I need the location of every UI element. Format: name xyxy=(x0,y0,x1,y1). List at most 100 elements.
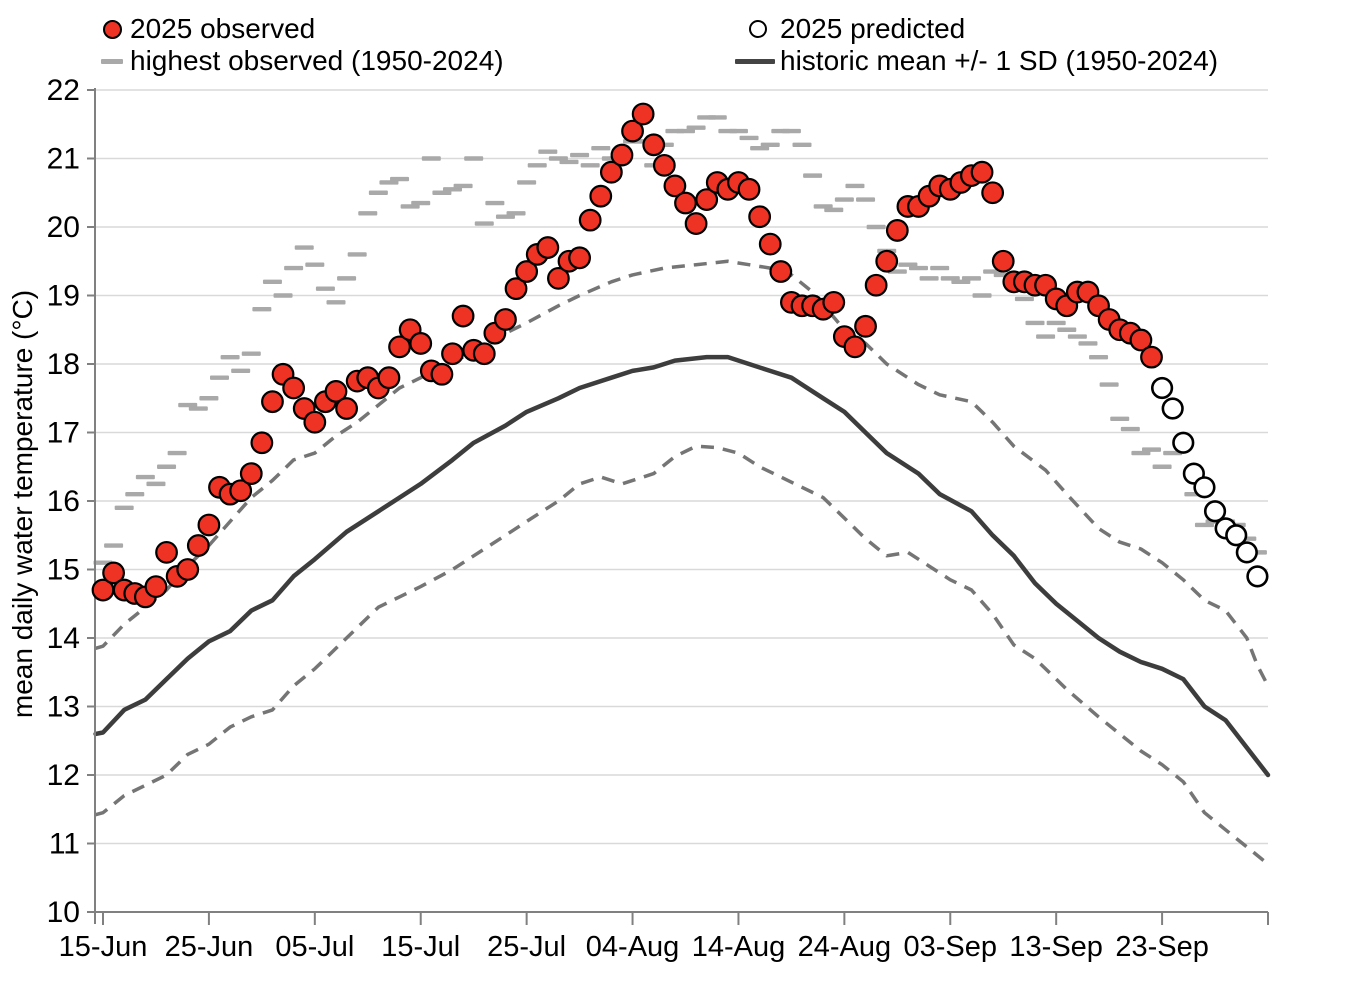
y-axis-title: mean daily water temperature (°C) xyxy=(7,289,38,719)
highest-observed-dash xyxy=(326,300,346,305)
x-tick-label: 14-Aug xyxy=(692,931,786,963)
highest-observed-dash xyxy=(1142,447,1161,452)
highest-observed-dash xyxy=(676,128,695,134)
observed-point xyxy=(642,133,666,157)
highest-observed-dash xyxy=(241,351,261,356)
observed-point xyxy=(748,205,772,229)
highest-observed-dash xyxy=(125,491,145,497)
highest-observed-dash xyxy=(210,375,229,380)
observed-point xyxy=(981,181,1005,205)
predicted-point xyxy=(1172,431,1195,454)
highest-observed-dash xyxy=(400,204,420,209)
y-tick-label: 13 xyxy=(47,691,80,724)
x-tick-label: 15-Jun xyxy=(59,931,148,963)
highest-observed-dash xyxy=(972,293,992,298)
observed-point xyxy=(652,153,676,177)
highest-observed-dash xyxy=(104,543,124,548)
highest-observed-dash xyxy=(411,200,431,206)
highest-observed-dash xyxy=(337,276,357,281)
highest-observed-dash xyxy=(1089,354,1109,360)
predicted-point xyxy=(1203,500,1227,523)
highest-observed-dash xyxy=(114,505,134,511)
y-tick-label: 20 xyxy=(47,211,80,244)
highest-observed-dash xyxy=(379,180,399,185)
highest-observed-dash xyxy=(1110,416,1130,421)
highest-observed-dash xyxy=(1120,426,1140,432)
highest-observed-dash xyxy=(157,464,177,469)
highest-observed-dash xyxy=(813,204,833,209)
observed-point xyxy=(250,431,274,455)
legend-item-highest: highest observed (1950-2024) xyxy=(94,45,504,77)
predicted-point xyxy=(1246,565,1269,588)
observed-point xyxy=(578,208,602,232)
observed-point xyxy=(1129,328,1153,352)
highest-observed-dash xyxy=(909,265,928,271)
highest-observed-dash xyxy=(432,190,452,195)
highest-observed-dash xyxy=(824,207,844,213)
observed-point xyxy=(864,273,888,297)
highest-observed-dash xyxy=(135,474,155,480)
observed-point xyxy=(197,513,221,537)
highest-observed-dash xyxy=(368,190,388,195)
highest-observed-dash xyxy=(1078,341,1098,346)
observed-point xyxy=(663,174,687,198)
observed-point xyxy=(504,277,528,301)
observed-point xyxy=(515,260,539,283)
x-tick-label: 25-Jul xyxy=(487,931,566,963)
y-tick-label: 16 xyxy=(47,485,80,518)
highest-observed-dash xyxy=(347,252,367,257)
legend-item-observed: 2025 observed xyxy=(94,13,315,45)
highest-observed-dash xyxy=(760,142,780,147)
y-tick-label: 22 xyxy=(47,74,80,107)
predicted-point xyxy=(1235,541,1258,564)
x-tick-label: 04-Aug xyxy=(586,931,680,963)
highest-observed-dash xyxy=(495,214,515,219)
highest-observed-dash xyxy=(294,245,314,250)
x-tick-label: 25-Jun xyxy=(165,931,254,963)
observed-point xyxy=(737,177,761,201)
observed-point xyxy=(843,335,867,359)
legend-label-highest: highest observed (1950-2024) xyxy=(130,45,504,76)
observed-point xyxy=(186,534,210,557)
legend-item-predicted: 2025 predicted xyxy=(736,13,965,45)
highest-observed-dash xyxy=(252,307,272,312)
predicted-point xyxy=(1150,376,1174,400)
highest-observed-dash xyxy=(792,142,812,147)
highest-observed-dash xyxy=(1131,450,1151,456)
observed-point xyxy=(282,376,306,400)
highest-observed-dash xyxy=(728,128,748,134)
x-tick-label: 15-Jul xyxy=(381,931,460,963)
highest-observed-dash xyxy=(188,406,208,411)
highest-observed-dash xyxy=(1014,296,1034,302)
highest-observed-dash xyxy=(315,286,335,291)
historic-mean-line xyxy=(93,354,1271,778)
observed-point xyxy=(451,304,475,328)
highest-observed-dash xyxy=(866,224,886,230)
highest-observed-dash xyxy=(506,211,526,216)
highest-observed-dash xyxy=(474,221,494,226)
highest-observed-dash xyxy=(580,163,600,168)
observed-point xyxy=(261,390,284,414)
highest-observed-dash xyxy=(443,187,462,192)
highest-observed-dash xyxy=(1067,334,1087,339)
highest-observed-dash xyxy=(739,135,759,141)
predicted-point xyxy=(1161,397,1184,420)
y-tick-label: 15 xyxy=(47,554,80,587)
upper-sd-line xyxy=(95,259,1270,687)
highest-observed-dash xyxy=(517,180,537,185)
highest-observed-dash xyxy=(961,276,981,281)
open-circle-icon xyxy=(736,20,780,38)
observed-point xyxy=(536,236,560,259)
observed-point xyxy=(568,246,591,270)
highest-observed-dash xyxy=(464,156,484,161)
observed-point xyxy=(769,260,793,283)
highest-observed-dash xyxy=(1046,320,1066,326)
observed-point xyxy=(303,410,327,434)
legend-label-mean-sd: historic mean +/- 1 SD (1950-2024) xyxy=(780,45,1219,76)
highest-observed-dash xyxy=(1036,334,1056,339)
highest-observed-dash xyxy=(940,276,960,281)
y-tick-label: 14 xyxy=(47,622,80,655)
observed-point xyxy=(155,540,178,564)
highest-observed-dash xyxy=(559,159,579,165)
